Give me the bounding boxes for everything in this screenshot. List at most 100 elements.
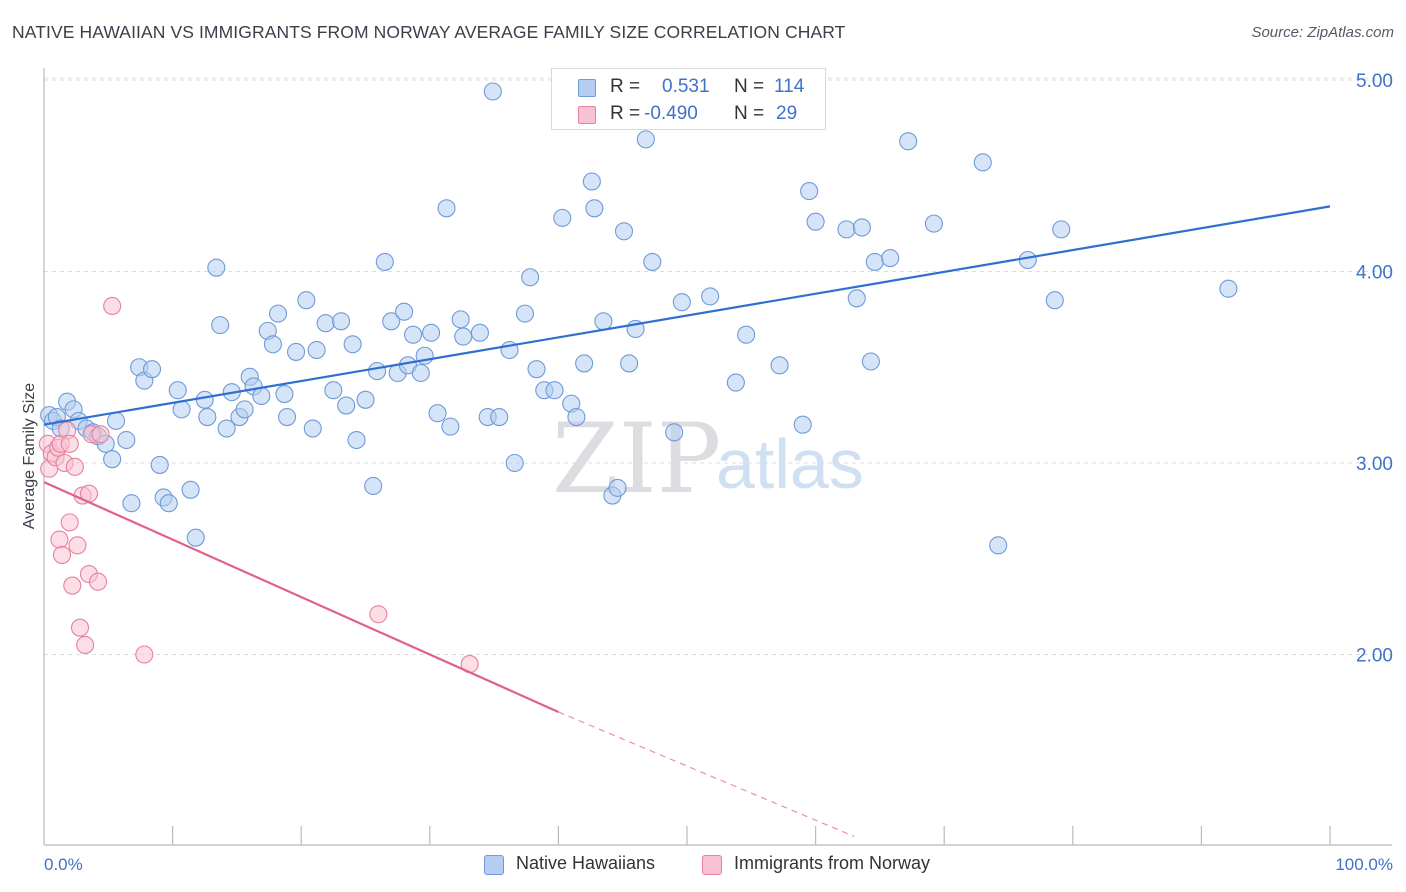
data-point (343, 335, 362, 354)
data-point (567, 407, 586, 427)
data-point (337, 396, 356, 415)
data-point (594, 312, 613, 331)
y-tick-label: 4.00 (1356, 263, 1393, 284)
data-point (1018, 250, 1037, 270)
y-tick-label: 5.00 (1356, 71, 1393, 92)
data-point (865, 252, 884, 271)
grid-lines (44, 77, 1392, 655)
series-swatch (578, 79, 596, 97)
data-point (454, 327, 473, 346)
data-point (150, 455, 169, 474)
data-point (428, 404, 447, 423)
watermark-atlas: atlas (716, 425, 864, 503)
legend-swatch (484, 855, 504, 875)
data-point (852, 218, 871, 237)
data-point (620, 354, 639, 373)
series-swatch (578, 106, 596, 124)
data-point (275, 385, 294, 404)
chart-legend: Native Hawaiians Immigrants from Norway (0, 850, 1406, 880)
stats-row-immigrants-norway: R = -0.490 N = 29 (552, 100, 825, 128)
legend-swatch (702, 855, 722, 875)
data-point (643, 252, 662, 271)
data-point (665, 423, 684, 442)
data-point (68, 536, 87, 555)
correlation-stats-box: R = 0.531 N = 114 R = -0.490 N = 29 (551, 68, 826, 130)
r-value: -0.490 (644, 103, 698, 124)
data-point (614, 222, 634, 241)
data-point (521, 268, 540, 287)
data-point (324, 381, 343, 400)
data-point (837, 220, 856, 239)
data-point (608, 478, 627, 497)
data-point (527, 360, 546, 379)
data-point (252, 386, 271, 406)
data-point (636, 130, 655, 149)
data-point (60, 434, 79, 453)
data-point (989, 536, 1008, 555)
data-point (91, 425, 110, 444)
data-point (332, 312, 351, 331)
y-axis-label: Average Family Size (21, 383, 38, 530)
data-point (103, 296, 122, 316)
data-point (672, 293, 691, 312)
data-point (217, 419, 236, 438)
data-point (142, 360, 162, 379)
data-point (307, 340, 326, 360)
data-point (404, 325, 423, 344)
data-point (490, 407, 509, 427)
data-point (806, 212, 825, 231)
data-point (437, 199, 456, 218)
data-point (122, 494, 141, 513)
data-point (881, 249, 900, 268)
data-point (770, 356, 789, 375)
data-point (861, 352, 880, 371)
data-point (198, 407, 217, 427)
data-point (382, 312, 401, 331)
data-point (207, 258, 226, 277)
data-point (278, 407, 297, 427)
r-label: R = (610, 76, 641, 97)
data-point (287, 342, 306, 361)
legend-label: Immigrants from Norway (734, 853, 931, 873)
trend-line-extension (558, 711, 855, 837)
data-point (422, 323, 441, 342)
watermark: ZIP atlas (552, 403, 864, 515)
data-point (168, 381, 187, 400)
data-point (575, 354, 594, 373)
data-point (369, 605, 388, 624)
data-point (582, 172, 601, 191)
data-point (65, 457, 84, 476)
data-point (211, 316, 230, 335)
scatter-points (38, 82, 1238, 674)
data-point (375, 252, 394, 271)
data-point (364, 476, 383, 496)
trend-lines (43, 205, 1331, 837)
data-point (106, 411, 126, 430)
x-tick-label: 0.0% (44, 855, 83, 874)
data-point (553, 208, 572, 227)
data-point (63, 576, 82, 595)
data-point (1219, 279, 1238, 298)
data-point (186, 528, 205, 547)
source-text: Source: ZipAtlas.com (1251, 24, 1394, 41)
data-point (181, 480, 200, 499)
data-point (297, 291, 316, 310)
data-point (1052, 220, 1071, 239)
data-point (505, 453, 524, 473)
data-point (411, 363, 430, 383)
y-tick-label: 3.00 (1356, 454, 1393, 475)
data-point (195, 390, 214, 409)
data-point (470, 323, 490, 342)
x-tick-label: 100.0% (1335, 855, 1393, 874)
n-label: N = (734, 76, 765, 97)
data-point (368, 362, 387, 381)
legend-label: Native Hawaiians (516, 853, 656, 873)
data-point (545, 381, 564, 400)
chart-title: NATIVE HAWAIIAN VS IMMIGRANTS FROM NORWA… (12, 22, 846, 42)
data-point (70, 618, 90, 637)
data-point (973, 153, 992, 172)
trend-line (43, 481, 559, 713)
data-point (60, 513, 79, 532)
data-point (135, 645, 154, 664)
